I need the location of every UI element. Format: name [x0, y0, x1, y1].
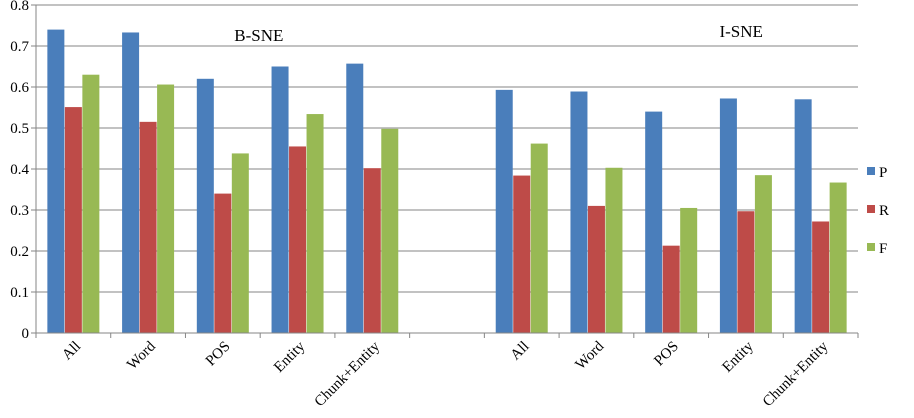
bar-p — [645, 111, 663, 333]
x-category-label: POS — [203, 339, 234, 370]
bar-r — [139, 121, 157, 333]
bar-p — [570, 91, 588, 333]
bar-r — [513, 175, 531, 333]
bar-f — [530, 143, 548, 333]
y-tick-label: 0.7 — [10, 39, 29, 55]
x-category-label: Chunk+Entity — [760, 338, 832, 410]
bar-f — [231, 153, 249, 333]
bar-p — [346, 63, 364, 333]
bar-f — [829, 182, 847, 333]
bar-r — [363, 168, 381, 333]
group-title: I-SNE — [719, 22, 762, 41]
bar-r — [737, 211, 755, 333]
legend-label-f: F — [879, 241, 887, 257]
bars — [47, 29, 847, 334]
legend-swatch-r — [867, 205, 875, 213]
legend-label-r: R — [879, 203, 889, 219]
legend: P R F — [867, 165, 889, 257]
y-tick-label: 0.3 — [10, 203, 29, 219]
bar-f — [306, 114, 324, 333]
bar-r — [64, 107, 82, 333]
x-category-label: Word — [124, 338, 159, 373]
bar-p — [794, 99, 812, 333]
group-title: B-SNE — [234, 26, 283, 45]
bar-f — [605, 167, 623, 333]
y-tick-label: 0.5 — [10, 121, 29, 137]
y-tick-label: 0.4 — [10, 162, 29, 178]
bar-r — [812, 221, 830, 333]
legend-swatch-f — [867, 243, 875, 251]
x-category-label: All — [59, 339, 84, 364]
bar-f — [754, 175, 772, 333]
bar-p — [719, 98, 737, 333]
bar-f — [157, 84, 175, 333]
axes — [31, 4, 859, 338]
bar-p — [47, 29, 65, 333]
x-category-label: Entity — [719, 338, 757, 376]
x-category-label: Chunk+Entity — [312, 338, 384, 410]
bar-f — [82, 74, 100, 333]
x-category-label: Word — [573, 338, 608, 373]
bar-r — [214, 193, 232, 333]
bar-r — [587, 205, 605, 333]
x-category-label: POS — [651, 339, 682, 370]
y-tick-label: 0.1 — [10, 285, 29, 301]
bar-p — [122, 32, 140, 333]
bar-p — [271, 66, 289, 333]
bar-f — [381, 128, 399, 333]
y-tick-label: 0.2 — [10, 244, 29, 260]
y-tick-label: 0.8 — [10, 0, 29, 14]
y-tick-label: 0 — [22, 326, 30, 342]
y-tick-label: 0.6 — [10, 80, 29, 96]
x-category-label: All — [508, 339, 533, 364]
x-category-label: Entity — [271, 338, 309, 376]
bar-r — [662, 245, 680, 333]
bar-f — [680, 207, 698, 333]
bar-p — [196, 78, 214, 333]
legend-swatch-p — [867, 167, 875, 175]
legend-label-p: P — [879, 165, 887, 181]
bar-p — [495, 89, 513, 334]
bar-r — [289, 146, 307, 333]
